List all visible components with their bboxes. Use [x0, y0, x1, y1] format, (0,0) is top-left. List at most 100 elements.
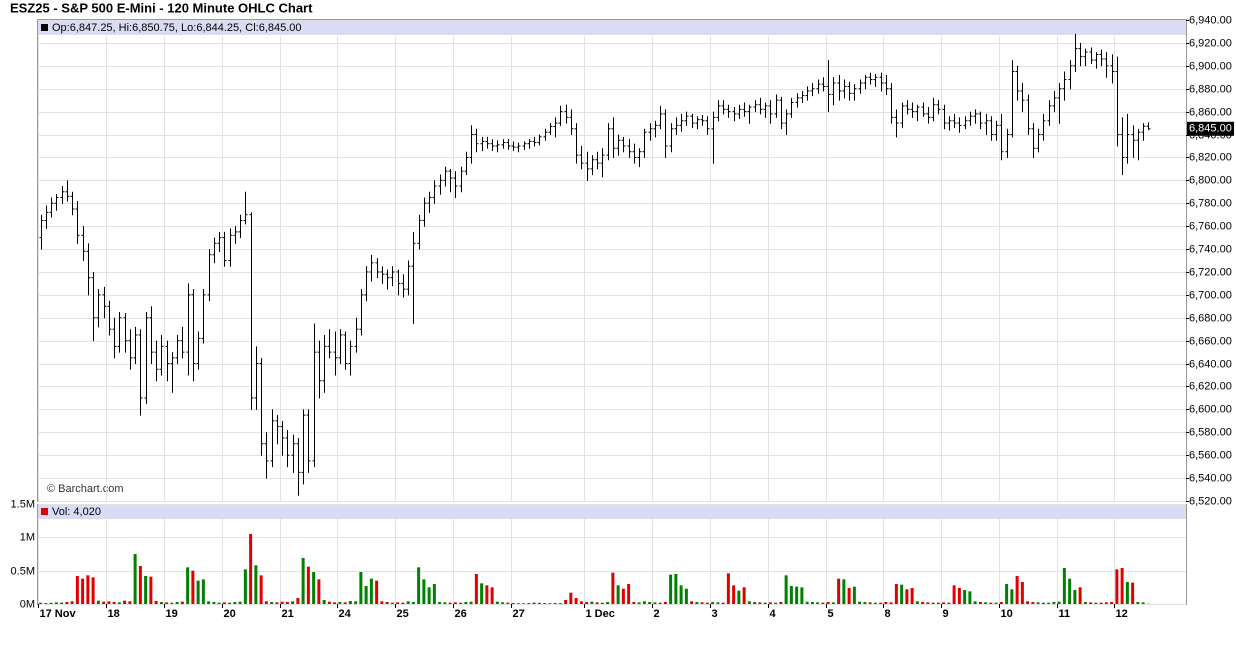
volume-bar: [747, 601, 751, 604]
volume-bar: [301, 558, 305, 604]
volume-bar: [763, 602, 767, 604]
volume-bar: [128, 601, 132, 604]
volume-bar: [695, 602, 699, 604]
volume-bar: [873, 602, 877, 604]
volume-bar: [511, 603, 515, 604]
volume-bar: [112, 602, 116, 604]
y-tick-label: 6,780.00: [1189, 197, 1232, 209]
volume-bar: [1005, 584, 1009, 604]
volume-bar: [522, 603, 526, 604]
volume-bar: [1073, 590, 1077, 604]
watermark: © Barchart.com: [47, 483, 124, 495]
y-tick-label: 6,580.00: [1189, 426, 1232, 438]
y-tick-label: 6,640.00: [1189, 358, 1232, 370]
x-tick-label: 12: [1116, 608, 1128, 620]
volume-bar: [159, 602, 163, 604]
volume-bar: [658, 602, 662, 604]
volume-bar: [963, 590, 967, 604]
volume-bar: [921, 602, 925, 604]
volume-bar: [432, 584, 436, 604]
volume-bar: [222, 602, 226, 604]
volume-bar: [1136, 602, 1140, 604]
volume-bar: [926, 602, 930, 604]
volume-bar: [1020, 582, 1024, 604]
volume-bar: [306, 566, 310, 604]
volume-bar: [779, 602, 783, 604]
volume-bar: [359, 572, 363, 604]
x-tick-label: 1 Dec: [586, 608, 615, 620]
volume-bar: [417, 567, 421, 604]
volume-bar: [879, 602, 883, 604]
volume-bar: [758, 602, 762, 604]
volume-bar: [259, 575, 263, 604]
volume-bar: [753, 602, 757, 604]
volume-bar: [438, 602, 442, 604]
x-tick-label: 4: [770, 608, 777, 620]
volume-bar: [1125, 582, 1129, 604]
volume-bar: [291, 601, 295, 604]
volume-bar: [102, 601, 106, 604]
volume-bar: [170, 602, 174, 604]
volume-bar: [648, 602, 652, 604]
volume-bar: [1083, 602, 1087, 604]
volume-bar: [600, 602, 604, 604]
volume-tick-label: 1M: [20, 531, 35, 543]
ohlc-legend: Op:6,847.25, Hi:6,850.75, Lo:6,844.25, C…: [52, 22, 302, 34]
volume-bar: [884, 602, 888, 604]
volume-bar: [679, 585, 683, 604]
volume-bar: [180, 601, 184, 604]
volume-bar: [280, 601, 284, 604]
volume-bar: [831, 602, 835, 604]
volume-bar: [527, 603, 531, 604]
volume-bar: [810, 602, 814, 604]
x-tick-label: 3: [712, 608, 718, 620]
volume-bar: [711, 602, 715, 604]
volume-bar: [742, 587, 746, 604]
volume-bar: [469, 601, 473, 604]
volume-bar: [275, 602, 279, 604]
volume-tick-label: 0M: [20, 598, 35, 610]
volume-bar: [65, 602, 69, 604]
y-tick-label: 6,880.00: [1189, 83, 1232, 95]
volume-bar: [663, 602, 667, 604]
volume-bar: [684, 588, 688, 604]
volume-bar: [453, 602, 457, 604]
volume-bar: [1041, 602, 1045, 604]
volume-bar: [243, 569, 247, 604]
volume-bar: [774, 602, 778, 604]
volume-bar: [627, 584, 631, 604]
x-tick-label: 26: [455, 608, 467, 620]
volume-bar: [506, 602, 510, 604]
volume-bar: [690, 601, 694, 604]
legend-swatch: [41, 24, 48, 31]
volume-bar: [905, 589, 909, 604]
volume-bar: [91, 577, 95, 604]
volume-bar: [868, 602, 872, 604]
y-tick-label: 6,820.00: [1189, 151, 1232, 163]
volume-bar: [595, 602, 599, 604]
volume-bar: [490, 587, 494, 604]
volume-bar: [800, 587, 804, 604]
volume-bar: [333, 602, 337, 604]
volume-bar: [585, 602, 589, 604]
volume-bar: [1010, 589, 1014, 604]
volume-bar: [322, 600, 326, 604]
volume-bar: [737, 590, 741, 604]
volume-bar: [385, 602, 389, 604]
last-price-label: 6,845.00: [1189, 123, 1232, 135]
volume-bar: [39, 602, 43, 604]
x-tick-label: 18: [108, 608, 120, 620]
y-tick-label: 6,900.00: [1189, 60, 1232, 72]
x-tick-label: 24: [339, 608, 352, 620]
volume-bar: [196, 580, 200, 604]
volume-legend: Vol: 4,020: [52, 506, 101, 518]
volume-bar: [401, 602, 405, 604]
volume-bar: [254, 565, 258, 604]
volume-bar: [1104, 602, 1108, 604]
volume-bar: [532, 602, 536, 604]
volume-bar: [952, 585, 956, 604]
volume-bar: [999, 602, 1003, 604]
volume-bar: [396, 602, 400, 604]
volume-bar: [968, 591, 972, 604]
